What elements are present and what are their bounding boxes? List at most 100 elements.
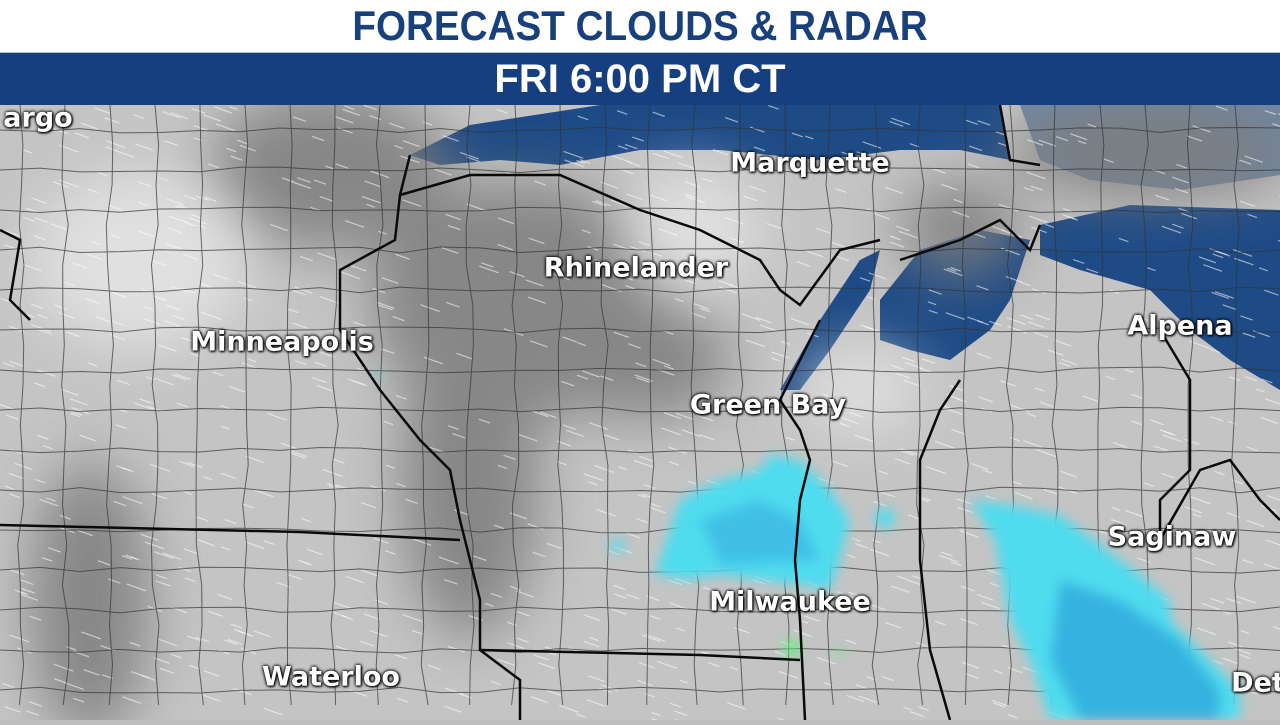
wind-streak xyxy=(380,348,395,355)
wind-streak xyxy=(632,136,644,142)
wind-streak xyxy=(582,370,600,378)
wind-streak xyxy=(992,225,1005,232)
wind-streak xyxy=(183,194,197,201)
wind-streak xyxy=(684,181,701,188)
wind-streak xyxy=(1009,437,1020,442)
wind-streak xyxy=(10,569,25,576)
wind-streak xyxy=(10,448,24,455)
wind-streak xyxy=(191,213,202,219)
wind-streak xyxy=(768,105,779,110)
wind-streak xyxy=(1035,387,1045,392)
wind-streak xyxy=(118,408,128,413)
wind-streak xyxy=(69,410,83,416)
wind-streak xyxy=(507,621,517,626)
wind-streak xyxy=(121,555,133,560)
wind-streak xyxy=(538,662,556,670)
wind-streak xyxy=(420,304,440,313)
wind-streak xyxy=(1000,380,1016,387)
wind-streak xyxy=(1190,496,1211,505)
wind-streak xyxy=(47,547,61,553)
wind-streak xyxy=(1147,267,1156,272)
wind-streak xyxy=(1265,398,1280,405)
wind-streak xyxy=(624,143,638,150)
wind-streak xyxy=(653,152,669,160)
wind-streak xyxy=(294,286,313,294)
wind-streak xyxy=(187,461,203,469)
wind-streak xyxy=(1161,225,1182,234)
wind-streak xyxy=(54,304,69,311)
wind-streak xyxy=(790,318,809,326)
wind-streak xyxy=(1265,539,1280,546)
wind-streak xyxy=(245,335,263,343)
wind-streak xyxy=(1261,378,1273,384)
wind-streak xyxy=(786,157,800,163)
wind-streak xyxy=(503,454,516,461)
wind-streak xyxy=(70,412,81,418)
wind-streak xyxy=(586,699,606,707)
wind-streak xyxy=(553,273,571,281)
wind-streak xyxy=(951,428,966,435)
wind-streak xyxy=(638,494,647,499)
wind-streak xyxy=(928,289,942,295)
wind-streak xyxy=(195,516,209,522)
wind-streak xyxy=(1242,332,1256,338)
wind-streak xyxy=(447,425,459,430)
wind-streak xyxy=(130,556,140,561)
wind-streak xyxy=(669,461,680,466)
wind-streak xyxy=(270,223,288,232)
wind-streak xyxy=(1155,194,1170,201)
wind-streak xyxy=(1227,420,1237,425)
wind-streak xyxy=(1014,491,1033,500)
wind-streak xyxy=(1010,404,1030,413)
wind-streak xyxy=(227,638,243,645)
wind-streak xyxy=(1240,315,1253,321)
wind-streak xyxy=(0,404,14,410)
wind-streak xyxy=(90,240,102,246)
city-label-green-bay: Green Bay xyxy=(689,389,847,421)
wind-streak xyxy=(685,195,706,204)
wind-streak xyxy=(36,434,49,440)
wind-streak xyxy=(361,195,381,204)
wind-streak xyxy=(731,248,744,254)
wind-streak xyxy=(881,675,895,682)
wind-streak xyxy=(1053,339,1072,347)
wind-streak xyxy=(918,706,929,711)
wind-streak xyxy=(33,235,46,241)
wind-streak xyxy=(953,198,963,204)
wind-streak xyxy=(381,277,399,284)
wind-streak xyxy=(1111,506,1121,511)
wind-streak xyxy=(998,203,1019,212)
wind-streak xyxy=(383,420,394,426)
county-line xyxy=(556,104,564,706)
wind-streak xyxy=(815,227,830,234)
wind-streak xyxy=(20,593,39,601)
wind-streak xyxy=(212,371,224,377)
wind-streak xyxy=(1161,472,1175,479)
wind-streak xyxy=(1192,125,1211,133)
wind-streak xyxy=(297,177,311,183)
wind-streak xyxy=(702,586,723,595)
wind-streak xyxy=(663,365,675,370)
wind-streak xyxy=(1056,136,1068,142)
wind-streak xyxy=(4,485,15,490)
wind-streak xyxy=(848,411,864,418)
wind-streak xyxy=(616,110,628,115)
wind-streak xyxy=(679,679,688,684)
wind-streak xyxy=(638,241,651,247)
wind-streak xyxy=(1244,376,1258,382)
wind-streak xyxy=(188,664,199,670)
wind-streak xyxy=(203,670,220,677)
wind-streak xyxy=(1172,223,1184,229)
wind-streak xyxy=(950,561,962,567)
wind-streak xyxy=(331,458,345,464)
wind-streak xyxy=(993,702,1006,708)
wind-streak xyxy=(175,373,192,380)
wind-streak xyxy=(1150,419,1165,426)
wind-streak xyxy=(1005,276,1023,283)
wind-streak xyxy=(86,253,103,261)
wind-streak xyxy=(184,577,196,583)
wind-streak xyxy=(1007,714,1018,719)
wind-streak xyxy=(281,177,294,183)
county-line xyxy=(0,166,1280,174)
city-label-waterloo: Waterloo xyxy=(262,661,400,693)
